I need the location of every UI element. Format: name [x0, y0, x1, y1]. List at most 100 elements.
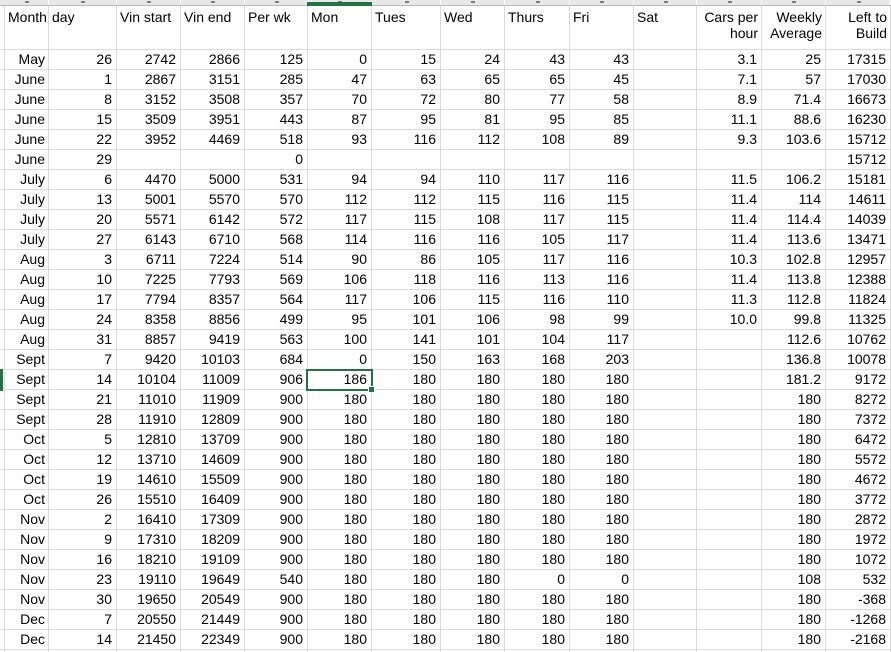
cell-fri-row1[interactable]: 45	[570, 70, 634, 90]
cell-left-to-build-row7[interactable]: 14611	[826, 190, 891, 210]
cell-cars-per-hour-row11[interactable]: 11.4	[697, 270, 762, 290]
cell-left-to-build-row28[interactable]: -1268	[826, 610, 891, 630]
cell-tues-row11[interactable]: 118	[372, 270, 441, 290]
cell-cars-per-hour-row3[interactable]: 11.1	[697, 110, 762, 130]
cell-tues-row14[interactable]: 141	[372, 330, 441, 350]
cell-per-wk-row19[interactable]: 900	[245, 430, 308, 450]
row-headers-strip[interactable]	[0, 30, 4, 652]
cell-thurs-row7[interactable]: 116	[505, 190, 570, 210]
cell-vin-start-row29[interactable]: 21450	[117, 630, 181, 650]
cell-mon-row0[interactable]: 0	[308, 50, 372, 70]
cell-day-row3[interactable]: 15	[49, 110, 117, 130]
cell-mon-row4[interactable]: 93	[308, 130, 372, 150]
cell-tues-row22[interactable]: 180	[372, 490, 441, 510]
cell-tues-row9[interactable]: 116	[372, 230, 441, 250]
cell-left-to-build-row8[interactable]: 14039	[826, 210, 891, 230]
cell-mon-row19[interactable]: 180	[308, 430, 372, 450]
cell-weekly-average-row27[interactable]: 180	[762, 590, 826, 610]
cell-cars-per-hour-row24[interactable]	[697, 530, 762, 550]
cell-vin-end-row5[interactable]	[181, 150, 245, 170]
cell-weekly-average-row0[interactable]: 25	[762, 50, 826, 70]
cell-weekly-average-row21[interactable]: 180	[762, 470, 826, 490]
cell-wed-row3[interactable]: 81	[441, 110, 505, 130]
cell-vin-start-row1[interactable]: 2867	[117, 70, 181, 90]
cell-tues-row4[interactable]: 116	[372, 130, 441, 150]
cell-vin-end-row17[interactable]: 11909	[181, 390, 245, 410]
cell-sat-row21[interactable]	[634, 470, 697, 490]
cell-tues-row25[interactable]: 180	[372, 550, 441, 570]
cell-thurs-row26[interactable]: 0	[505, 570, 570, 590]
cell-sat-row8[interactable]	[634, 210, 697, 230]
cell-cars-per-hour-row19[interactable]	[697, 430, 762, 450]
cell-vin-end-row2[interactable]: 3508	[181, 90, 245, 110]
column-header-vin-end[interactable]: Vin end	[181, 6, 245, 50]
cell-vin-end-row7[interactable]: 5570	[181, 190, 245, 210]
cell-mon-row2[interactable]: 70	[308, 90, 372, 110]
cell-fri-row14[interactable]: 117	[570, 330, 634, 350]
cell-day-row24[interactable]: 9	[49, 530, 117, 550]
cell-month-row19[interactable]: Oct	[5, 430, 49, 450]
cell-day-row2[interactable]: 8	[49, 90, 117, 110]
cell-thurs-row0[interactable]: 43	[505, 50, 570, 70]
cell-weekly-average-row5[interactable]	[762, 150, 826, 170]
cell-month-row21[interactable]: Oct	[5, 470, 49, 490]
cell-fri-row19[interactable]: 180	[570, 430, 634, 450]
cell-per-wk-row24[interactable]: 900	[245, 530, 308, 550]
cell-mon-row6[interactable]: 94	[308, 170, 372, 190]
cell-per-wk-row1[interactable]: 285	[245, 70, 308, 90]
cell-tues-row23[interactable]: 180	[372, 510, 441, 530]
cell-cars-per-hour-row20[interactable]	[697, 450, 762, 470]
cell-month-row20[interactable]: Oct	[5, 450, 49, 470]
cell-vin-start-row23[interactable]: 16410	[117, 510, 181, 530]
cell-wed-row23[interactable]: 180	[441, 510, 505, 530]
cell-tues-row0[interactable]: 15	[372, 50, 441, 70]
cell-vin-start-row3[interactable]: 3509	[117, 110, 181, 130]
cell-sat-row15[interactable]	[634, 350, 697, 370]
cell-per-wk-row5[interactable]: 0	[245, 150, 308, 170]
cell-vin-end-row0[interactable]: 2866	[181, 50, 245, 70]
cell-day-row22[interactable]: 26	[49, 490, 117, 510]
column-header-weekly-average[interactable]: Weekly Average	[762, 6, 826, 50]
cell-wed-row8[interactable]: 108	[441, 210, 505, 230]
cell-day-row21[interactable]: 19	[49, 470, 117, 490]
cell-weekly-average-row14[interactable]: 112.6	[762, 330, 826, 350]
cell-month-row29[interactable]: Dec	[5, 630, 49, 650]
cell-tues-row7[interactable]: 112	[372, 190, 441, 210]
cell-vin-end-row24[interactable]: 18209	[181, 530, 245, 550]
cell-thurs-row28[interactable]: 180	[505, 610, 570, 630]
cell-per-wk-row10[interactable]: 514	[245, 250, 308, 270]
cell-wed-row16[interactable]: 180	[441, 370, 505, 390]
cell-per-wk-row28[interactable]: 900	[245, 610, 308, 630]
cell-tues-row27[interactable]: 180	[372, 590, 441, 610]
cell-tues-row5[interactable]	[372, 150, 441, 170]
cell-left-to-build-row5[interactable]: 15712	[826, 150, 891, 170]
cell-month-row5[interactable]: June	[5, 150, 49, 170]
cell-wed-row6[interactable]: 110	[441, 170, 505, 190]
cell-per-wk-row9[interactable]: 568	[245, 230, 308, 250]
cell-vin-end-row12[interactable]: 8357	[181, 290, 245, 310]
cell-thurs-row17[interactable]: 180	[505, 390, 570, 410]
cell-thurs-row25[interactable]: 180	[505, 550, 570, 570]
cell-month-row0[interactable]: May	[5, 50, 49, 70]
cell-vin-end-row16[interactable]: 11009	[181, 370, 245, 390]
cell-month-row1[interactable]: June	[5, 70, 49, 90]
cell-day-row17[interactable]: 21	[49, 390, 117, 410]
cell-left-to-build-row1[interactable]: 17030	[826, 70, 891, 90]
column-header-sat[interactable]: Sat	[634, 6, 697, 50]
cell-left-to-build-row11[interactable]: 12388	[826, 270, 891, 290]
cell-tues-row10[interactable]: 86	[372, 250, 441, 270]
cell-per-wk-row20[interactable]: 900	[245, 450, 308, 470]
cell-month-row12[interactable]: Aug	[5, 290, 49, 310]
cell-tues-row19[interactable]: 180	[372, 430, 441, 450]
cell-fri-row7[interactable]: 115	[570, 190, 634, 210]
cell-vin-start-row7[interactable]: 5001	[117, 190, 181, 210]
cell-cars-per-hour-row8[interactable]: 11.4	[697, 210, 762, 230]
cell-cars-per-hour-row14[interactable]	[697, 330, 762, 350]
cell-vin-start-row19[interactable]: 12810	[117, 430, 181, 450]
cell-tues-row8[interactable]: 115	[372, 210, 441, 230]
cell-tues-row16[interactable]: 180	[372, 370, 441, 390]
cell-sat-row7[interactable]	[634, 190, 697, 210]
cell-month-row11[interactable]: Aug	[5, 270, 49, 290]
cell-wed-row24[interactable]: 180	[441, 530, 505, 550]
cell-thurs-row27[interactable]: 180	[505, 590, 570, 610]
